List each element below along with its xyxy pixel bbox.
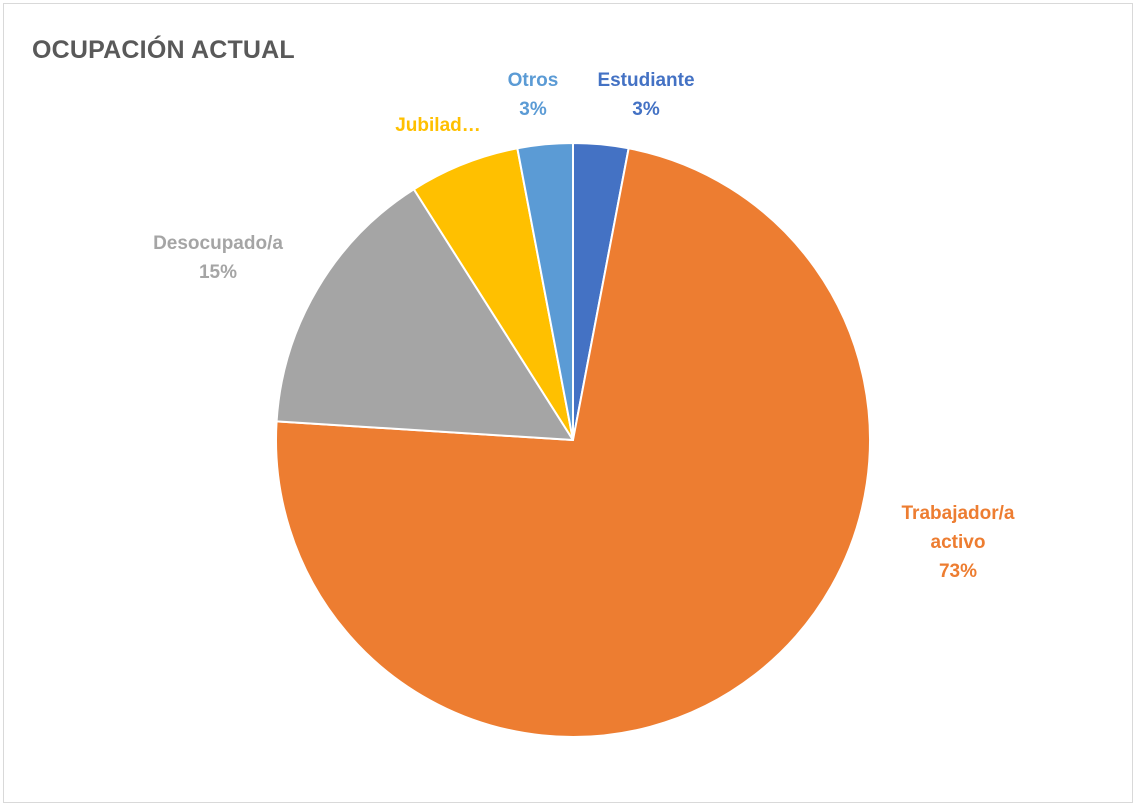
pie-labels: Estudiante 3% Trabajador/a activo 73% Desocup…	[153, 70, 1015, 582]
data-label-estudiante: Estudiante 3%	[597, 70, 694, 120]
pie-slice-trabajador-a-activo	[275, 147, 871, 738]
data-label-jubilad: Jubilad…	[395, 115, 481, 136]
pie-slice-desocupado-a	[275, 188, 574, 441]
pie-slices	[275, 142, 871, 738]
data-label-otros: Otros 3%	[508, 70, 559, 120]
data-label-desocupado-a: Desocupado/a 15%	[153, 233, 283, 283]
chart-title: OCUPACIÓN ACTUAL	[32, 36, 295, 64]
data-label-trabajador-a-activo: Trabajador/a activo 73%	[902, 503, 1015, 582]
pie-slice-otros	[516, 142, 574, 441]
